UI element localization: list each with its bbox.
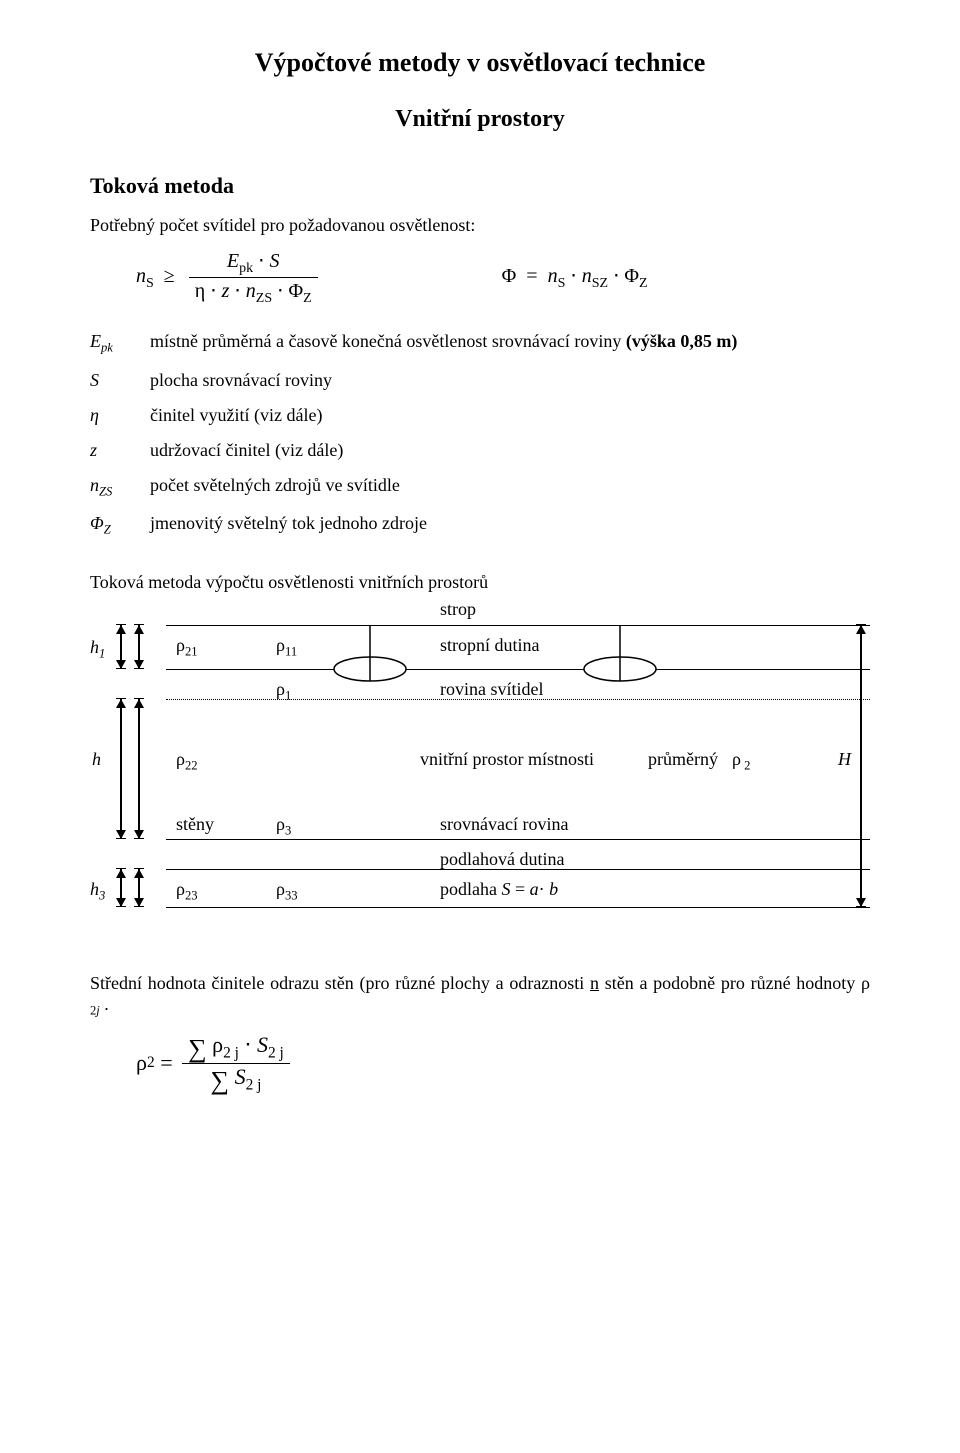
label-srovnavaci-rovina: srovnávací rovina — [440, 814, 568, 835]
definition-row: ΦZjmenovitý světelný tok jednoho zdroje — [90, 513, 870, 538]
eq1-den-b: z — [222, 280, 230, 302]
eq1-den-a: η — [195, 280, 205, 302]
eq2-n1: n — [548, 265, 558, 287]
eq1-den-d: Φ — [288, 280, 303, 302]
definition-text: plocha srovnávací roviny — [150, 370, 870, 391]
eq1-den-d-sub: Z — [303, 291, 312, 306]
definition-text: počet světelných zdrojů ve svítidle — [150, 475, 870, 500]
label-rho21: ρ21 — [176, 635, 198, 660]
eq1-den-c-sub: ZS — [256, 291, 272, 306]
label-rho2: ρ 2 — [732, 749, 750, 774]
eq3-lhs-sub: 2 — [147, 1054, 155, 1072]
eq1-fraction: Epk ⋅ S η ⋅ z ⋅ nZS ⋅ ΦZ — [189, 248, 318, 307]
eq1-rel: ≥ — [164, 265, 175, 287]
sum-icon: ∑ — [211, 1066, 230, 1096]
eq2-zsub: Z — [639, 276, 648, 291]
label-h1: h1 — [90, 637, 105, 662]
definition-text: jmenovitý světelný tok jednoho zdroje — [150, 513, 870, 538]
definition-row: Epkmístně průměrná a časově konečná osvě… — [90, 331, 870, 356]
label-h: h — [92, 749, 101, 770]
label-stropni-dutina: stropní dutina — [440, 635, 540, 656]
footer-paragraph: Střední hodnota činitele odrazu stěn (pr… — [90, 973, 870, 1019]
label-vnitrni-prostor: vnitřní prostor místnosti — [420, 749, 594, 770]
lead-text: Potřebný počet svítidel pro požadovanou … — [90, 215, 870, 236]
definition-symbol: nZS — [90, 475, 150, 500]
room-diagram: strop h1 h h3 ρ21 ρ11 stropní dutina ρ1 … — [90, 599, 870, 939]
label-rho22: ρ22 — [176, 749, 198, 774]
eq3-lhs-var: ρ — [136, 1050, 147, 1076]
eq3-fraction: ∑ ρ2 j ⋅ S2 j ∑ S2 j — [182, 1032, 290, 1094]
label-H: H — [838, 749, 851, 770]
definition-row: zudržovací činitel (viz dále) — [90, 440, 870, 461]
label-rho33: ρ33 — [276, 879, 298, 904]
sum-icon: ∑ — [188, 1034, 207, 1064]
definition-row: Splocha srovnávací roviny — [90, 370, 870, 391]
eq1-num-a-sub: pk — [239, 261, 253, 276]
definition-symbol: η — [90, 405, 150, 426]
definition-row: ηčinitel využití (viz dále) — [90, 405, 870, 426]
section-2-heading: Toková metoda výpočtu osvětlenosti vnitř… — [90, 572, 870, 593]
definition-symbol: Epk — [90, 331, 150, 356]
label-rovina-svitidel: rovina svítidel — [440, 679, 543, 700]
definition-symbol: ΦZ — [90, 513, 150, 538]
page-title: Výpočtové metody v osvětlovací technice — [90, 48, 870, 78]
definition-text: činitel využití (viz dále) — [150, 405, 870, 426]
eq2-phi: Φ — [502, 265, 517, 287]
eq1-num-a: E — [227, 250, 239, 272]
eq2-n2: n — [582, 265, 592, 287]
equation-row: nS ≥ Epk ⋅ S η ⋅ z ⋅ nZS ⋅ ΦZ Φ = nS ⋅ n… — [90, 248, 870, 307]
line-top — [166, 625, 870, 626]
eq1-lhs-var: n — [136, 265, 146, 287]
label-rho1: ρ1 — [276, 679, 291, 704]
line-mid — [166, 669, 870, 670]
definition-row: nZSpočet světelných zdrojů ve svítidle — [90, 475, 870, 500]
eq3-eq: = — [160, 1050, 172, 1076]
label-rho23: ρ23 — [176, 879, 198, 904]
label-steny: stěny — [176, 814, 214, 835]
label-h3: h3 — [90, 879, 105, 904]
label-prumerny: průměrný — [648, 749, 718, 770]
line-srov — [166, 839, 870, 840]
eq2-sz: SZ — [592, 276, 608, 291]
equation-3: ρ2 = ∑ ρ2 j ⋅ S2 j ∑ S2 j — [136, 1032, 870, 1094]
label-podlahova-dutina: podlahová dutina — [440, 849, 564, 870]
label-rho3: ρ3 — [276, 814, 291, 839]
definition-list: Epkmístně průměrná a časově konečná osvě… — [90, 331, 870, 538]
equation-1: nS ≥ Epk ⋅ S η ⋅ z ⋅ nZS ⋅ ΦZ — [136, 248, 322, 307]
line-b2 — [166, 907, 870, 908]
page-subtitle: Vnitřní prostory — [90, 106, 870, 133]
page: Výpočtové metody v osvětlovací technice … — [0, 0, 960, 1453]
eq1-num-b: S — [270, 250, 280, 272]
label-strop: strop — [440, 599, 476, 620]
eq2-eq: = — [526, 265, 537, 287]
definition-text: místně průměrná a časově konečná osvětle… — [150, 331, 870, 356]
eq1-den-c: n — [246, 280, 256, 302]
eq1-lhs-sub: S — [146, 276, 154, 291]
label-podlaha: podlaha S = a· b — [440, 879, 558, 900]
label-rho11: ρ11 — [276, 635, 297, 660]
equation-2: Φ = nS ⋅ nSZ ⋅ ΦZ — [502, 263, 648, 292]
definition-symbol: z — [90, 440, 150, 461]
definition-text: udržovací činitel (viz dále) — [150, 440, 870, 461]
eq2-s1: S — [558, 276, 566, 291]
eq2-phi2: Φ — [624, 265, 639, 287]
section-heading: Toková metoda — [90, 173, 870, 199]
definition-symbol: S — [90, 370, 150, 391]
